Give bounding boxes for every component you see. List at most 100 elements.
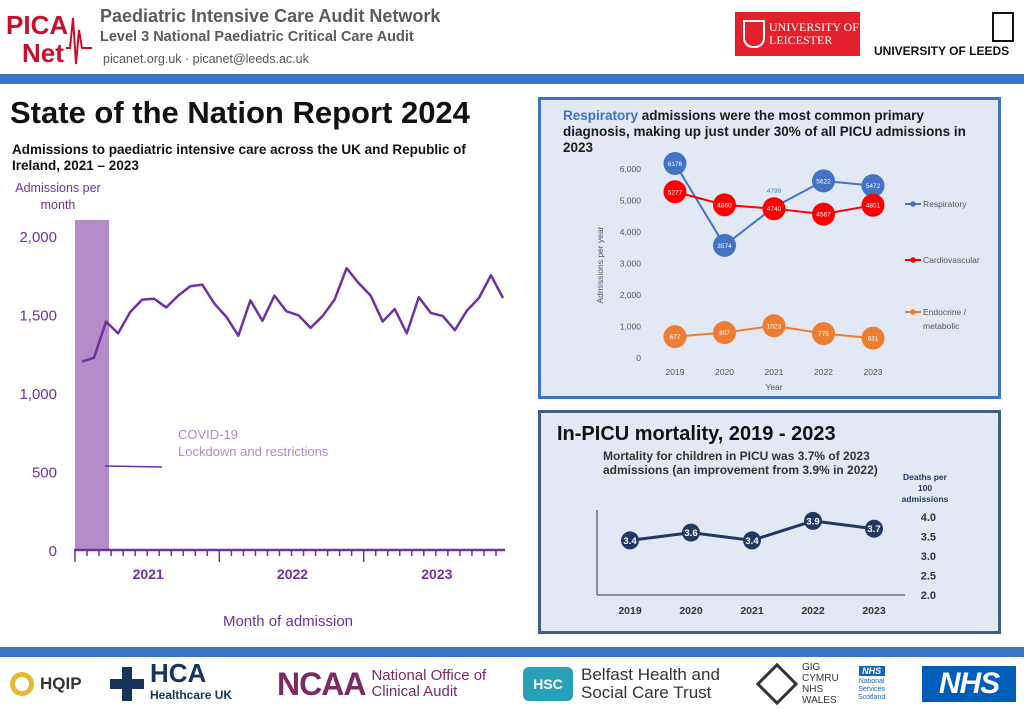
- diagnosis-data-point: [812, 169, 835, 193]
- legend-swatch-dot: [910, 309, 916, 315]
- nhs-wales-logo: GIG CYMRU NHS WALES: [755, 662, 839, 706]
- diagnosis-y-tick-label: 0: [636, 353, 641, 363]
- org-contact[interactable]: picanet.org.uk · picanet@leeds.ac.uk: [103, 52, 309, 66]
- admissions-line-chart: COVID-19 Lockdown and restrictions Admissi…: [15, 181, 505, 630]
- mortality-y-tick-label: 4.0: [921, 512, 936, 524]
- legend-swatch-dot: [910, 201, 916, 207]
- y-axis-label-line1: Admissions per: [15, 181, 100, 195]
- diagnosis-data-point: [762, 197, 786, 221]
- diagnosis-data-label: 5472: [866, 183, 881, 190]
- diagnosis-y-tick-label: 5,000: [620, 196, 642, 206]
- admissions-chart-title: Admissions to paediatric intensive care …: [12, 142, 466, 173]
- hca-logo: HCA Healthcare UK: [110, 660, 233, 703]
- mortality-y-axis-label: admissions: [902, 494, 949, 504]
- diagnosis-title-rest: admissions were the most common primary …: [563, 108, 966, 155]
- covid-annotation: COVID-19 Lockdown and restrictions: [178, 427, 329, 459]
- heartbeat-icon: [66, 17, 92, 65]
- legend-label: Respiratory: [923, 199, 967, 209]
- diagnosis-data-point: [812, 322, 835, 346]
- diagnosis-data-label: 6176: [668, 161, 683, 168]
- y-tick-label: 0: [49, 543, 57, 560]
- org-name: Paediatric Intensive Care Audit Network: [100, 6, 441, 26]
- leicester-logo: UNIVERSITY OF LEICESTER: [735, 12, 860, 56]
- diagnosis-data-point: [861, 174, 885, 198]
- mortality-y-axis-label: Deaths per: [903, 472, 948, 482]
- diagnosis-x-tick-label: 2020: [715, 367, 734, 377]
- nhs-scotland-logo: NHS National Services Scotland: [858, 665, 885, 703]
- y-tick-label: 1,500: [19, 308, 57, 325]
- diagnosis-x-tick-label: 2022: [814, 367, 833, 377]
- shield-icon: [743, 20, 765, 48]
- ncaa-logo-subtext: National Office of Clinical Audit: [371, 667, 487, 700]
- diagnosis-data-point: [812, 202, 835, 226]
- diagnosis-data-label: 5277: [668, 189, 683, 196]
- report-header: PICA Net Paediatric Intensive Care Audit…: [0, 0, 1024, 74]
- x-year-label: 2021: [133, 566, 164, 582]
- y-tick-label: 1,000: [19, 386, 57, 403]
- hqip-ring-icon: [10, 672, 34, 696]
- nhs-wales-logo-text: GIG CYMRU NHS WALES: [802, 662, 839, 706]
- mortality-x-tick-label: 2020: [679, 605, 703, 617]
- mortality-data-label: 3.4: [623, 536, 637, 547]
- mortality-panel: 2.0 2.5 3.0 3.5 4.0 Deaths per 100 admissions 20…: [538, 410, 1001, 634]
- diagnosis-x-axis-label: Year: [765, 382, 782, 392]
- cross-icon: [110, 667, 144, 701]
- mortality-y-tick-label: 3.5: [921, 532, 936, 544]
- legend-label: Cardiovascular: [923, 255, 980, 265]
- mortality-data-point: [682, 523, 700, 542]
- picanet-logo: PICA Net: [6, 10, 92, 68]
- x-year-label: 2023: [421, 566, 452, 582]
- hqip-logo-text: HQIP: [40, 674, 82, 693]
- diagnosis-panel: 0 1,000 2,000 3,000 4,000 5,000 6,000 Admission…: [538, 97, 1001, 399]
- diagnosis-title-highlight: Respiratory: [563, 108, 639, 123]
- diagnosis-data-label: 4851: [866, 203, 881, 210]
- mortality-data-point: [621, 531, 639, 550]
- diagnosis-data-point: [713, 321, 736, 345]
- mortality-data-point: [804, 511, 822, 530]
- diagnosis-data-point: [663, 325, 687, 349]
- diagnosis-data-label: 1023: [767, 323, 782, 330]
- nhs-scotland-box: NHS: [858, 666, 885, 676]
- tower-icon: [992, 12, 1014, 42]
- mortality-y-tick-label: 3.0: [921, 551, 936, 563]
- mortality-data-label: 3.4: [745, 536, 759, 547]
- diagnosis-data-point: [861, 193, 885, 217]
- hca-logo-subtext: Healthcare UK: [150, 688, 233, 702]
- mortality-data-label: 3.9: [806, 516, 819, 527]
- diagnosis-y-tick-label: 4,000: [620, 227, 642, 237]
- hqip-logo: HQIP: [10, 665, 82, 703]
- mortality-chart-title: In-PICU mortality, 2019 - 2023: [557, 423, 836, 445]
- org-subtitle: Level 3 National Paediatric Critical Car…: [100, 29, 414, 45]
- mortality-data-label: 3.7: [867, 524, 880, 535]
- x-year-label: 2022: [277, 566, 308, 582]
- diagnosis-line-chart: 0 1,000 2,000 3,000 4,000 5,000 6,000 Admission…: [595, 151, 980, 392]
- leeds-logo-text: UNIVERSITY OF LEEDS: [874, 44, 1010, 58]
- ncaa-logo: NCAA National Office of Clinical Audit: [277, 665, 486, 703]
- nhs-logo-text: NHS: [922, 666, 1016, 702]
- y-axis-label-line2: month: [41, 198, 76, 212]
- y-tick-label: 2,000: [19, 229, 57, 246]
- partner-logos: HQIP HCA Healthcare UK NCAA National Offi…: [0, 657, 1024, 710]
- diagnosis-data-label: 4567: [816, 212, 831, 219]
- mortality-y-axis-label: 100: [918, 483, 932, 493]
- page-title: State of the Nation Report 2024: [10, 95, 470, 130]
- legend-swatch-dot: [910, 257, 916, 263]
- diagnosis-y-tick-label: 6,000: [620, 164, 642, 174]
- mortality-x-tick-label: 2021: [740, 605, 764, 617]
- covid-annotation-pointer: [104, 465, 163, 468]
- diagnosis-y-tick-label: 2,000: [620, 290, 642, 300]
- mortality-description: Mortality for children in PICU was 3.7% …: [603, 449, 878, 477]
- mortality-data-label: 3.6: [684, 528, 697, 539]
- nhs-logo: NHS: [922, 665, 1016, 703]
- x-axis-label: Month of admission: [223, 613, 353, 630]
- diagnosis-y-tick-label: 1,000: [620, 322, 642, 332]
- legend-label: Endocrine /: [923, 307, 967, 317]
- covid-lockdown-band: [75, 220, 110, 550]
- hsc-logo: HSC Belfast Health and Social Care Trust: [523, 665, 720, 703]
- diagnosis-chart-title: Respiratory admissions were the most com…: [563, 108, 993, 156]
- diagnosis-data-label: 4860: [717, 202, 732, 209]
- hca-logo-text: HCA: [150, 658, 207, 688]
- y-tick-label: 500: [32, 465, 57, 482]
- diagnosis-data-point: [663, 151, 687, 175]
- diagnosis-data-label: 807: [719, 330, 730, 337]
